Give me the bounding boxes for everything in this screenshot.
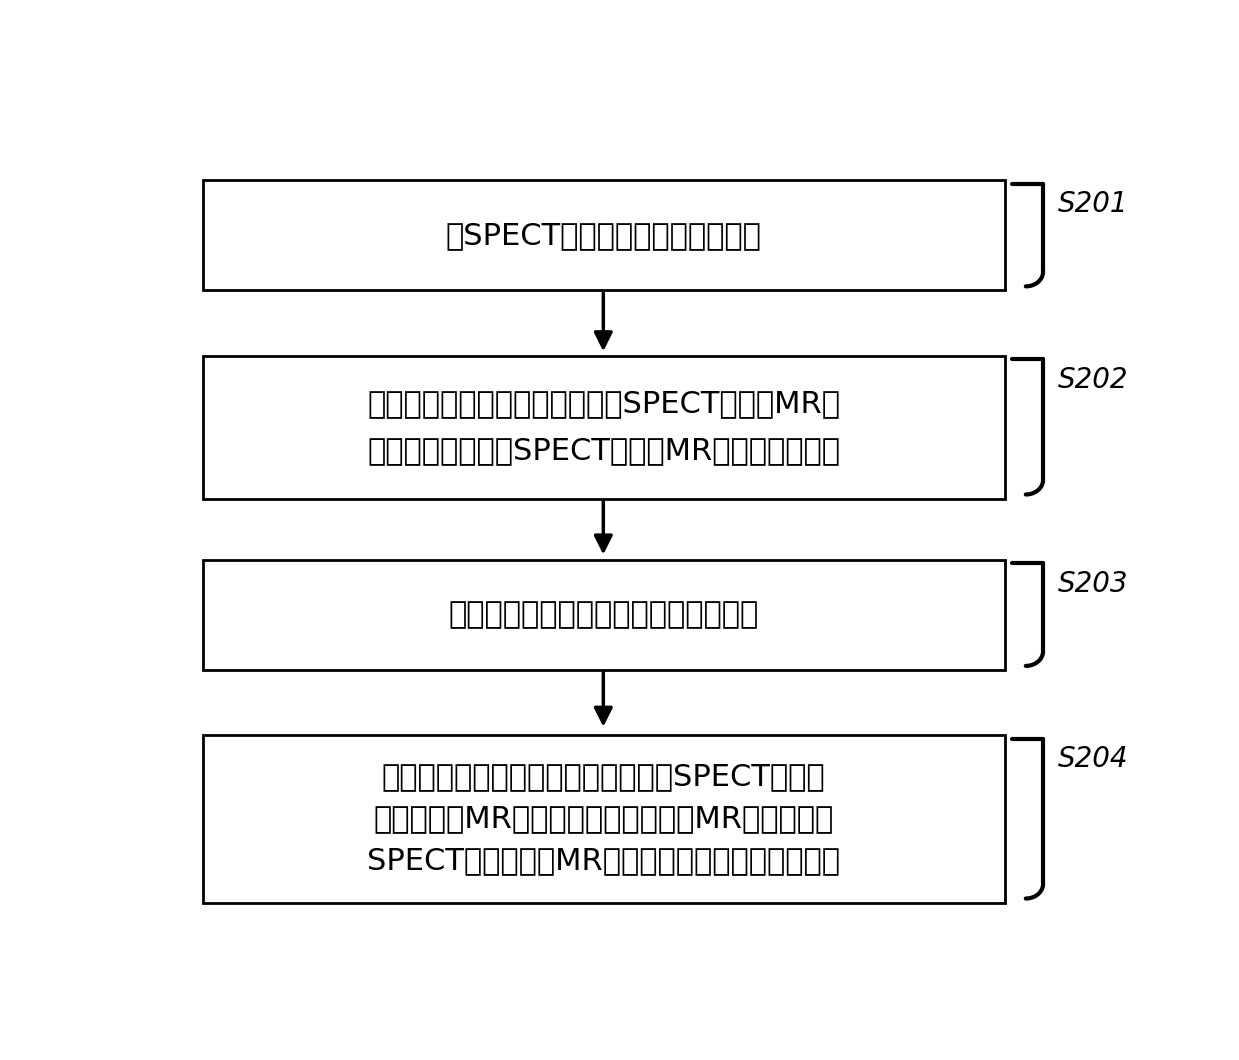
Bar <box>203 356 1005 498</box>
Text: 采用直流电对电磁屏蔽空间中的SPECT设备和MR设: 采用直流电对电磁屏蔽空间中的SPECT设备和MR设 <box>367 389 840 418</box>
Text: 采用屏蔽后的探头采集待检测用户的SPECT信号数: 采用屏蔽后的探头采集待检测用户的SPECT信号数 <box>382 762 825 792</box>
Text: S201: S201 <box>1058 190 1127 218</box>
Text: 据，并采用MR设备采集待检测用户的MR信号数据，: 据，并采用MR设备采集待检测用户的MR信号数据， <box>374 805 834 833</box>
Bar <box>203 736 1005 903</box>
Text: S204: S204 <box>1058 745 1127 773</box>
Text: S203: S203 <box>1058 569 1127 598</box>
Text: 备进行供电，且，SPECT设备和MR设备的地线共用: 备进行供电，且，SPECT设备和MR设备的地线共用 <box>367 437 840 465</box>
Bar <box>203 560 1005 670</box>
Text: 对电磁屏蔽空间的磁场均匀性进行调节: 对电磁屏蔽空间的磁场均匀性进行调节 <box>449 600 760 630</box>
Text: 对SPECT设备的探头进行信号屏蔽: 对SPECT设备的探头进行信号屏蔽 <box>446 220 762 250</box>
Bar <box>203 180 1005 290</box>
Text: SPECT信号数据和MR信号数据用于进行双模态成像: SPECT信号数据和MR信号数据用于进行双模态成像 <box>367 846 840 876</box>
Text: S202: S202 <box>1058 366 1127 393</box>
